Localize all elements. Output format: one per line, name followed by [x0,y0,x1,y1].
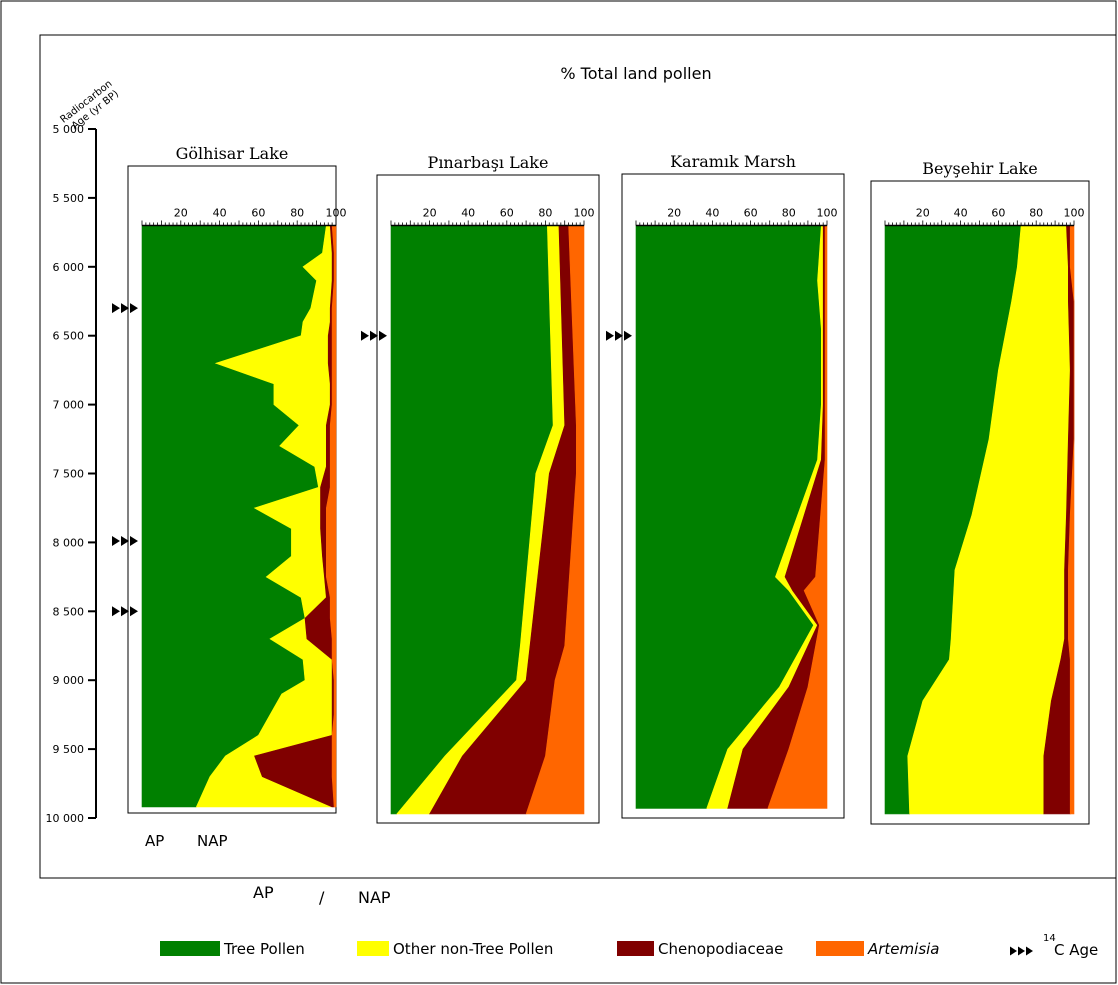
triangle-icon [112,606,120,617]
artemisia-area [767,225,828,809]
panel-title: Beyşehir Lake [922,159,1037,178]
triangle-icon [615,330,623,341]
slash-label: / [319,888,325,907]
triangle-icon [606,330,614,341]
legend-label: Artemisia [867,940,940,958]
percent-tick-label: 100 [817,206,838,219]
inner-ap-label: AP [145,832,164,850]
c14-legend-label: C Age [1054,941,1098,959]
nap-label: NAP [358,888,391,907]
c14-age-marker [361,330,387,341]
legend-label: Tree Pollen [223,940,305,958]
percent-tick-label: 40 [705,206,719,219]
age-tick-label: 9 500 [53,743,85,756]
age-tick-label: 8 500 [53,605,85,618]
legend-item-cheno: Chenopodiaceae [617,940,783,958]
panel-4: Beyşehir Lake 20 40 60 80 100 [870,159,1090,825]
triangle-icon [624,330,632,341]
age-tick-label: 7 500 [53,468,85,481]
percent-tick-label: 20 [916,206,930,219]
triangle-icon [130,606,138,617]
percent-tick-label: 100 [1064,206,1085,219]
legend-label: Chenopodiaceae [658,940,783,958]
percent-tick-label: 80 [538,206,552,219]
panel-2: Pınarbaşı Lake 20 40 60 80 100 [361,153,600,824]
age-tick-label: 6 000 [53,261,85,274]
percent-tick-label: 60 [991,206,1005,219]
triangle-icon [130,536,138,547]
pollen-panels: Gölhisar Lake 20 40 60 80 100 Pınarbaşı Lake 20… [112,144,1090,825]
inner-nap-label: NAP [197,832,228,850]
artemisia-area [1068,225,1075,815]
percent-tick-label: 40 [954,206,968,219]
percent-tick-label: 80 [782,206,796,219]
c14-age-marker [606,330,632,341]
percent-tick-label: 100 [326,206,347,219]
artemisia-area [525,225,585,815]
legend-item-other: Other non-Tree Pollen [357,940,553,958]
figure-inner-border [39,34,1117,879]
legend-swatch [617,941,654,956]
panel-3: Karamık Marsh 20 40 60 80 100 [606,152,845,819]
percent-tick-label: 80 [290,206,304,219]
age-axis: 5 000 5 500 6 000 6 500 7 000 7 500 8 000 8 500… [46,123,97,825]
percent-tick-label: 20 [423,206,437,219]
triangle-icon [370,330,378,341]
legend-swatch [816,941,864,956]
percent-tick-label: 60 [744,206,758,219]
age-tick-label: 10 000 [46,812,85,825]
triangle-icon [1010,946,1017,956]
percent-tick-label: 80 [1029,206,1043,219]
panel-title: Pınarbaşı Lake [428,153,549,172]
percent-tick-label: 40 [461,206,475,219]
panel-title: Karamık Marsh [670,152,796,171]
c14-age-marker [112,606,138,617]
c14-age-marker [112,536,138,547]
legend-swatch [357,941,389,956]
percent-tick-label: 20 [174,206,188,219]
percent-tick-label: 60 [251,206,265,219]
age-tick-label: 5 000 [53,123,85,136]
triangle-icon [112,536,120,547]
chart-title: % Total land pollen [560,64,711,83]
age-tick-label: 9 000 [53,674,85,687]
legend-label: Other non-Tree Pollen [393,940,553,958]
age-tick-label: 6 500 [53,330,85,343]
c14-age-marker [112,303,138,314]
ap-label: AP [253,883,274,902]
percent-tick-label: 60 [500,206,514,219]
triangle-icon [130,303,138,314]
triangle-icon [121,536,129,547]
panel-1: Gölhisar Lake 20 40 60 80 100 [112,144,347,814]
age-tick-label: 7 000 [53,399,85,412]
legend-item-c14: 14C Age [1010,933,1098,959]
artemisia-area [325,225,337,808]
triangle-icon [112,303,120,314]
triangle-icon [1018,946,1025,956]
triangle-icon [121,606,129,617]
triangle-icon [1026,946,1033,956]
triangle-icon [121,303,129,314]
legend-item-tree: Tree Pollen [160,940,305,958]
legend: Tree Pollen Other non-Tree Pollen Chenopod… [160,933,1098,959]
age-tick-label: 8 000 [53,536,85,549]
c14-superscript: 14 [1043,933,1056,944]
triangle-icon [379,330,387,341]
percent-tick-label: 20 [667,206,681,219]
legend-swatch [160,941,220,956]
percent-tick-label: 40 [213,206,227,219]
panel-title: Gölhisar Lake [176,144,289,163]
percent-tick-label: 100 [574,206,595,219]
age-tick-label: 5 500 [53,192,85,205]
triangle-icon [361,330,369,341]
legend-item-artemisia: Artemisia [816,940,940,958]
